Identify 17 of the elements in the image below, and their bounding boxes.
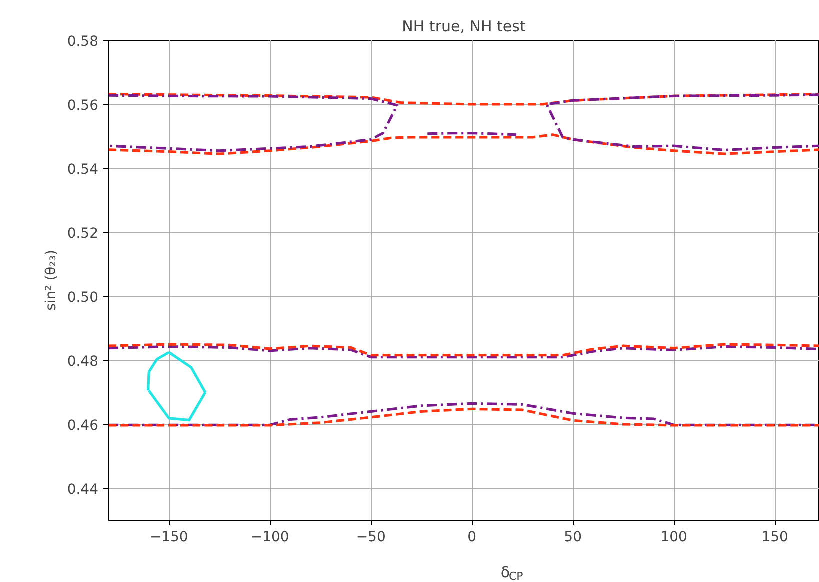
- x-tick-label: 150: [762, 530, 788, 546]
- x-tick-label: −50: [356, 530, 386, 546]
- y-tick-label: 0.54: [67, 162, 99, 178]
- x-tick-label: −100: [250, 530, 290, 546]
- y-tick-label: 0.46: [67, 418, 99, 434]
- y-tick-label: 0.44: [67, 482, 99, 498]
- x-tick-label: 0: [468, 530, 477, 546]
- y-tick-label: 0.58: [67, 34, 98, 50]
- y-tick-label: 0.52: [67, 226, 98, 242]
- y-axis-title: sin² (θ₂₃): [43, 250, 60, 311]
- chart-title: NH true, NH test: [402, 18, 526, 36]
- y-tick-label: 0.50: [67, 290, 98, 306]
- y-tick-label: 0.48: [67, 354, 98, 370]
- x-tick-label: 100: [660, 530, 688, 546]
- y-tick-label: 0.56: [67, 98, 99, 114]
- x-tick-label: −150: [150, 530, 188, 546]
- x-tick-label: 50: [564, 530, 582, 546]
